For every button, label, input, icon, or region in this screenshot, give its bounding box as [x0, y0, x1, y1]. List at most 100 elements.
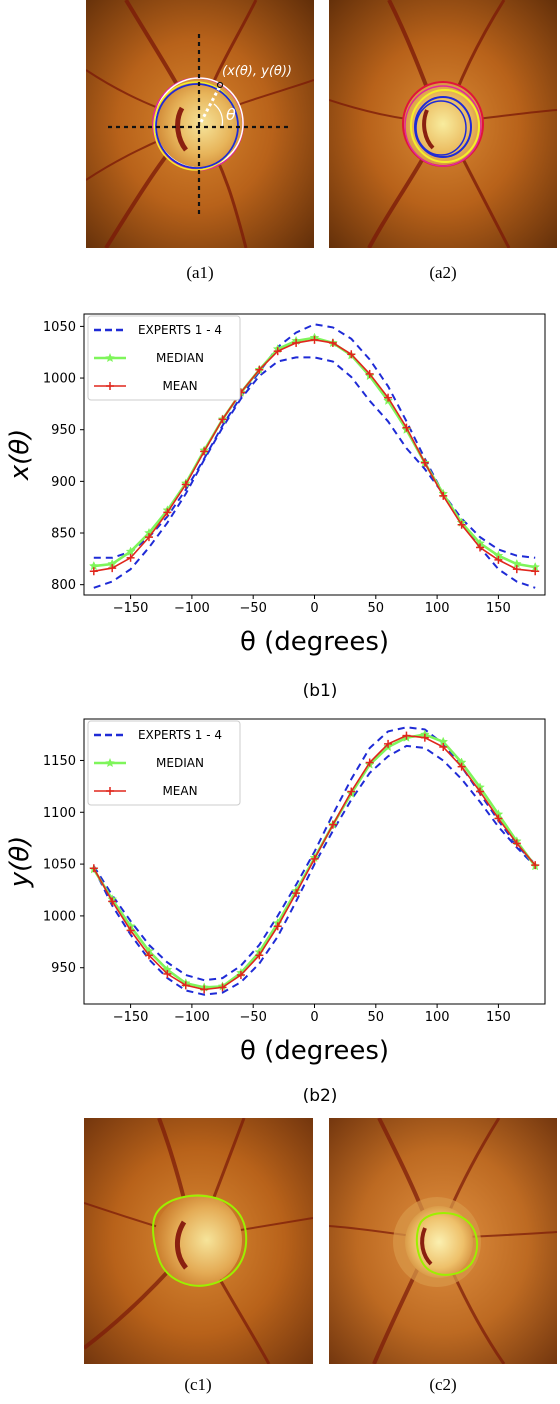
- legend-label: MEDIAN: [156, 351, 204, 365]
- x-tick-label: −100: [174, 601, 210, 616]
- fundus-a1-svg: (x(θ), y(θ)) θ: [86, 0, 314, 248]
- series-experts-line: [92, 744, 536, 996]
- panel-label-c1: (c1): [184, 1375, 212, 1394]
- legend-box: [87, 315, 241, 401]
- annotation-point-label: (x(θ), y(θ)): [222, 64, 292, 79]
- x-tick-label: −50: [239, 1010, 266, 1025]
- x-tick-label: 100: [425, 601, 450, 616]
- x-tick-label: −100: [174, 1010, 210, 1025]
- mean-point: [439, 491, 448, 500]
- mean-point: [126, 553, 135, 562]
- x-axis-label: θ (degrees): [240, 627, 389, 657]
- mean-point: [384, 393, 393, 402]
- mean-point: [457, 520, 466, 529]
- x-tick-label: 150: [486, 1010, 511, 1025]
- chart-b1: −150 −100 −50 0 50 100 150 800 850 900 950 1000 1050…: [0, 300, 560, 701]
- chart-b2: −150 −100 −50 0 50 100 150 950 1000 1050 1100 1150 θ…: [0, 705, 560, 1110]
- mean-point: [365, 369, 374, 378]
- chart-b2-svg: −150 −100 −50 0 50 100 150 950 1000 1050 1100 1150 θ…: [5, 718, 546, 1106]
- mean-point: [384, 739, 393, 748]
- mean-point: [439, 742, 448, 751]
- mean-point: [402, 731, 411, 740]
- legend-box: [87, 720, 241, 806]
- mean-point: [292, 338, 301, 347]
- mean-point: [347, 350, 356, 359]
- mean-point: [273, 347, 282, 356]
- series-experts-line: [93, 356, 536, 589]
- mean-point: [420, 458, 429, 467]
- mean-point: [512, 839, 521, 848]
- fundus-image-a2: [329, 0, 557, 248]
- mean-point: [273, 922, 282, 931]
- legend-item: MEAN: [94, 784, 198, 798]
- legend-label: MEAN: [162, 784, 197, 798]
- y-tick-label: 900: [51, 475, 76, 490]
- mean-point: [108, 897, 117, 906]
- x-axis-label: θ (degrees): [240, 1036, 389, 1066]
- y-tick-label: 1150: [43, 754, 76, 769]
- y-tick-label: 1100: [43, 806, 76, 821]
- y-tick-label: 950: [51, 423, 76, 438]
- y-tick-label: 1050: [43, 858, 76, 873]
- panel-label-c2: (c2): [429, 1375, 457, 1394]
- panel-label-a2: (a2): [429, 263, 457, 282]
- panel-label-b2: (b2): [303, 1086, 338, 1106]
- fundus-c1-svg: [84, 1118, 313, 1364]
- fundus-a2-svg: [329, 0, 557, 248]
- legend-label: MEAN: [162, 379, 197, 393]
- mean-point: [255, 365, 264, 374]
- legend-label: EXPERTS 1 - 4: [138, 728, 222, 742]
- mean-point: [476, 543, 485, 552]
- y-axis-label: y(θ): [5, 836, 35, 889]
- legend-label: MEDIAN: [156, 756, 204, 770]
- legend-label: EXPERTS 1 - 4: [138, 323, 222, 337]
- mean-point: [181, 480, 190, 489]
- mean-point: [218, 415, 227, 424]
- x-tick-label: 50: [368, 1010, 385, 1025]
- chart-b1-svg: −150 −100 −50 0 50 100 150 800 850 900 950 1000 1050…: [5, 313, 546, 701]
- fundus-c2-svg: [329, 1118, 557, 1364]
- mean-point: [89, 567, 98, 576]
- mean-point: [181, 981, 190, 990]
- legend: EXPERTS 1 - 4 MEDIAN MEAN: [87, 720, 241, 806]
- mean-point: [200, 985, 209, 994]
- mean-point: [420, 733, 429, 742]
- mean-point: [512, 565, 521, 574]
- mean-point: [255, 951, 264, 960]
- x-tick-label: −50: [239, 601, 266, 616]
- mean-point: [494, 814, 503, 823]
- y-tick-label: 950: [51, 961, 76, 976]
- x-tick-label: 50: [368, 601, 385, 616]
- mean-point: [292, 889, 301, 898]
- fundus-image-c2: [329, 1118, 557, 1364]
- y-axis-label: x(θ): [5, 429, 35, 482]
- mean-point: [163, 508, 172, 517]
- mean-point: [236, 970, 245, 979]
- mean-point: [163, 969, 172, 978]
- annotation-angle-label: θ: [226, 105, 236, 124]
- x-tick-label: 0: [310, 1010, 318, 1025]
- y-tick-label: 1000: [43, 372, 76, 387]
- series-experts-line: [93, 323, 536, 559]
- legend: EXPERTS 1 - 4 MEDIAN MEAN: [87, 315, 241, 401]
- mean-point: [310, 854, 319, 863]
- y-tick-label: 1000: [43, 909, 76, 924]
- x-tick-label: −150: [113, 601, 149, 616]
- y-tick-label: 1050: [43, 320, 76, 335]
- mean-point: [310, 335, 319, 344]
- mean-point: [144, 533, 153, 542]
- x-tick-label: 150: [486, 601, 511, 616]
- legend-marker: [105, 758, 115, 767]
- x-tick-label: −150: [113, 1010, 149, 1025]
- mean-point: [494, 555, 503, 564]
- mean-point: [200, 447, 209, 456]
- mean-point: [108, 564, 117, 573]
- mean-point: [457, 762, 466, 771]
- mean-point: [347, 787, 356, 796]
- series-experts-line: [92, 726, 536, 982]
- panel-label-b1: (b1): [303, 681, 338, 700]
- mean-point: [531, 861, 540, 870]
- mean-point: [218, 983, 227, 992]
- median-point: [125, 546, 136, 556]
- legend-item: EXPERTS 1 - 4: [94, 728, 222, 742]
